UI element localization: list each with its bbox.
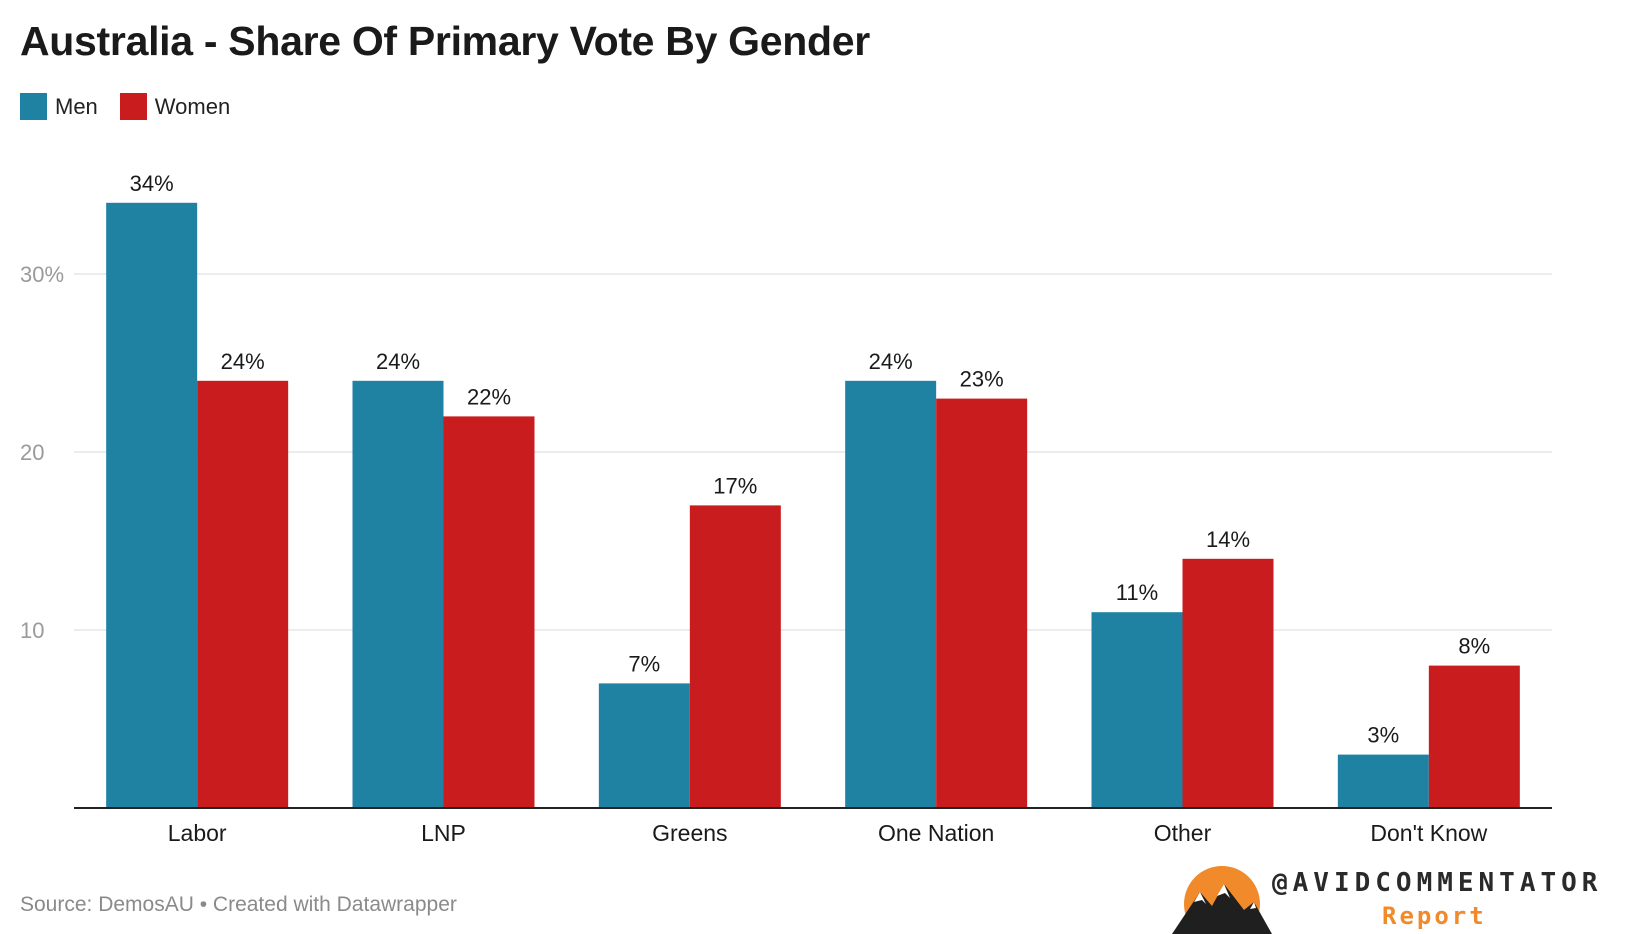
y-tick-label: 10: [20, 618, 44, 643]
bar-men: [598, 683, 690, 808]
bar-women: [197, 380, 289, 808]
x-tick-label: One Nation: [878, 820, 994, 846]
data-label: 14%: [1206, 527, 1250, 552]
legend-swatch-women: [119, 93, 147, 120]
x-tick-label: Other: [1154, 820, 1212, 846]
bar-men: [845, 380, 937, 808]
brand-subtitle: Report: [1382, 902, 1487, 930]
legend-item-women: Women: [119, 93, 231, 120]
data-label: 7%: [628, 651, 660, 676]
bar-women: [936, 398, 1028, 808]
x-tick-label: Greens: [652, 820, 727, 846]
y-tick-label: 20: [20, 440, 44, 465]
data-label: 23%: [960, 367, 1004, 392]
x-tick-label: Labor: [168, 820, 227, 846]
bar-women: [1428, 665, 1520, 808]
bar-men: [352, 380, 444, 808]
data-label: 24%: [869, 349, 913, 374]
data-label: 34%: [130, 171, 174, 196]
data-label: 24%: [376, 349, 420, 374]
bar-men: [1337, 754, 1429, 808]
data-label: 8%: [1458, 634, 1490, 659]
x-tick-label: Don't Know: [1370, 820, 1487, 846]
x-tick-label: LNP: [421, 820, 466, 846]
bar-men: [1091, 612, 1183, 808]
legend: Men Women: [20, 93, 230, 120]
data-label: 3%: [1367, 723, 1399, 748]
brand-logo-block: @AVIDCOMMENTATOR Report: [1172, 862, 1612, 934]
chart-title: Australia - Share Of Primary Vote By Gen…: [20, 18, 870, 64]
data-label: 24%: [221, 349, 265, 374]
bar-women: [1182, 558, 1274, 808]
legend-label-women: Women: [154, 93, 231, 119]
y-tick-label: 30%: [20, 262, 64, 287]
bar-men: [106, 202, 198, 809]
data-label: 22%: [467, 384, 511, 409]
data-label: 17%: [713, 473, 757, 498]
legend-label-men: Men: [55, 93, 98, 119]
legend-item-men: Men: [20, 93, 98, 120]
mountain-sun-icon: [1172, 866, 1272, 934]
bar-women: [689, 505, 781, 808]
bar-women: [443, 416, 535, 808]
data-label: 11%: [1116, 580, 1158, 605]
legend-swatch-men: [20, 93, 47, 120]
source-note: Source: DemosAU • Created with Datawrapp…: [20, 893, 457, 916]
brand-handle: @AVIDCOMMENTATOR: [1272, 868, 1603, 898]
